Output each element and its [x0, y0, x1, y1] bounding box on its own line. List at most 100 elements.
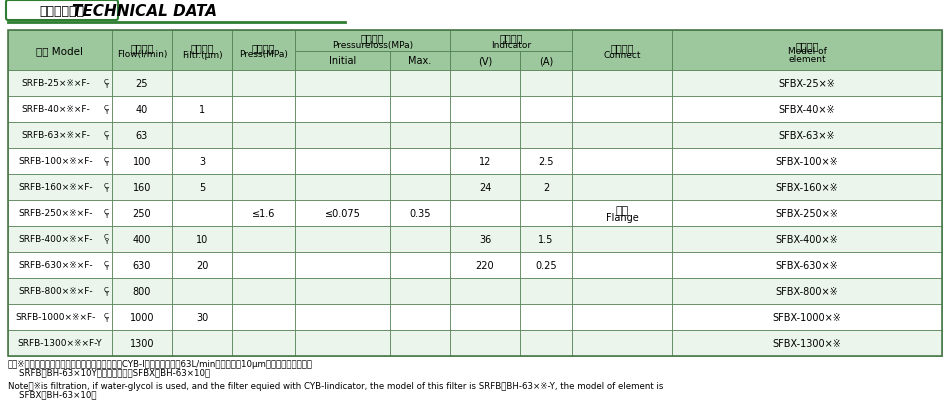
Bar [112, 278, 172, 304]
Bar [450, 71, 520, 97]
Bar [112, 330, 172, 356]
Bar [572, 304, 672, 330]
Text: 1: 1 [199, 105, 205, 115]
Bar [672, 149, 942, 175]
Text: Initial: Initial [329, 56, 356, 66]
Bar [390, 201, 450, 226]
Bar [390, 71, 450, 97]
Text: C: C [104, 208, 108, 214]
Text: Max.: Max. [408, 56, 431, 66]
Bar [672, 175, 942, 201]
Bar [112, 31, 172, 71]
Bar [390, 149, 450, 175]
Bar [672, 304, 942, 330]
Bar [295, 278, 390, 304]
Bar [8, 252, 112, 278]
Bar [232, 252, 295, 278]
Bar [520, 149, 572, 175]
Bar [295, 97, 390, 123]
Bar [520, 226, 572, 252]
Text: C: C [104, 182, 108, 188]
Text: Y: Y [104, 239, 108, 245]
Bar [8, 31, 112, 71]
Text: Y: Y [104, 187, 108, 193]
Text: 220: 220 [476, 260, 494, 271]
Text: C: C [104, 234, 108, 240]
Text: 3: 3 [199, 157, 205, 166]
Text: 36: 36 [479, 235, 491, 244]
Bar [112, 226, 172, 252]
Bar [520, 175, 572, 201]
Text: 250: 250 [133, 209, 151, 218]
Bar [8, 201, 112, 226]
Bar [232, 175, 295, 201]
Bar [295, 252, 390, 278]
Text: SRFB-63×※×F-: SRFB-63×※×F- [22, 131, 90, 140]
Bar [295, 304, 390, 330]
Text: 63: 63 [136, 131, 148, 141]
Text: Y: Y [104, 291, 108, 297]
Text: Pressureloss(MPa): Pressureloss(MPa) [332, 41, 413, 50]
Text: 2.5: 2.5 [539, 157, 554, 166]
Text: Filtr.(μm): Filtr.(μm) [181, 50, 222, 59]
Text: 连接方式: 连接方式 [610, 43, 634, 53]
Text: SRFB-630×※×F-: SRFB-630×※×F- [19, 261, 93, 270]
Text: SRFB-1300×※×F-Y: SRFB-1300×※×F-Y [18, 339, 103, 348]
Text: C: C [104, 130, 108, 136]
Bar [112, 252, 172, 278]
Text: Connect: Connect [603, 50, 640, 59]
Bar [520, 252, 572, 278]
Bar [8, 226, 112, 252]
Text: 400: 400 [133, 235, 151, 244]
Bar [112, 71, 172, 97]
Text: SRFB-25×※×F-: SRFB-25×※×F- [22, 79, 90, 88]
Text: Y: Y [104, 135, 108, 141]
Bar [8, 278, 112, 304]
Text: SFBX・BH-63×10。: SFBX・BH-63×10。 [8, 389, 97, 398]
Text: Model of: Model of [788, 47, 826, 56]
Bar [295, 201, 390, 226]
Text: 1300: 1300 [130, 338, 154, 348]
Text: Y: Y [104, 161, 108, 167]
Bar [172, 330, 232, 356]
Bar [172, 71, 232, 97]
Bar [172, 97, 232, 123]
Bar [672, 226, 942, 252]
Bar [572, 201, 672, 226]
Text: C: C [104, 260, 108, 266]
Bar [232, 71, 295, 97]
Text: 压力损失: 压力损失 [361, 33, 384, 43]
Text: C: C [104, 312, 108, 318]
Text: SFBX-63×※: SFBX-63×※ [779, 131, 835, 141]
Text: 12: 12 [479, 157, 491, 166]
Text: SFBX-400×※: SFBX-400×※ [775, 235, 838, 244]
Text: Indicator: Indicator [491, 41, 531, 50]
Bar [572, 71, 672, 97]
Bar [390, 304, 450, 330]
Text: Y: Y [104, 265, 108, 271]
Bar [172, 31, 232, 71]
Bar [520, 52, 572, 71]
Text: element: element [788, 55, 826, 63]
Text: SFBX-160×※: SFBX-160×※ [775, 183, 838, 192]
Text: SRFB-100×※×F-: SRFB-100×※×F- [19, 157, 93, 166]
Bar [450, 123, 520, 149]
Bar [172, 278, 232, 304]
FancyBboxPatch shape [6, 1, 118, 21]
Text: SFBX-100×※: SFBX-100×※ [775, 157, 838, 166]
Bar [172, 123, 232, 149]
Bar [232, 226, 295, 252]
Bar [172, 226, 232, 252]
Text: SFBX-800×※: SFBX-800×※ [775, 286, 838, 296]
Bar [672, 123, 942, 149]
Bar [232, 330, 295, 356]
Text: C: C [104, 104, 108, 110]
Bar [672, 71, 942, 97]
Bar [295, 71, 390, 97]
Text: Note：※is filtration, if water-glycol is used, and the filter equied with CYB-Ⅰin: Note：※is filtration, if water-glycol is … [8, 381, 663, 390]
Text: SFBX-25×※: SFBX-25×※ [779, 79, 835, 89]
Text: SFBX-630×※: SFBX-630×※ [775, 260, 838, 271]
Text: 800: 800 [133, 286, 151, 296]
Bar [172, 175, 232, 201]
Bar [572, 175, 672, 201]
